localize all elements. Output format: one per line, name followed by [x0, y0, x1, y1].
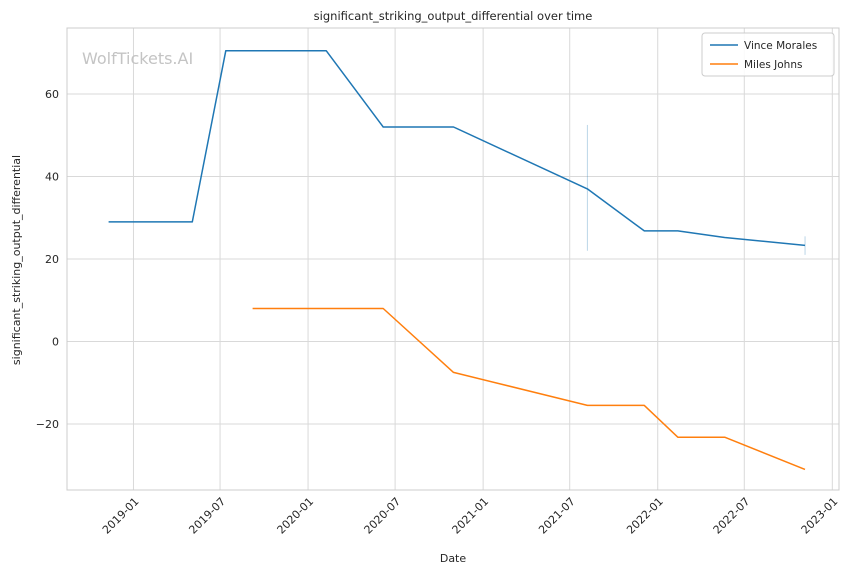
watermark-text: WolfTickets.AI [82, 49, 193, 68]
y-axis-ticks: −20 0 20 40 60 [36, 88, 59, 431]
x-tick-label: 2020-01 [274, 495, 316, 537]
x-tick-label: 2022-01 [624, 495, 666, 537]
y-tick-label: −20 [36, 418, 59, 431]
series-line-miles-johns [252, 307, 806, 471]
y-tick-label: 0 [52, 336, 59, 349]
x-axis-ticks: 2019-01 2019-07 2020-01 2020-07 2021-01 2021-… [100, 495, 841, 537]
legend-label-miles-johns: Miles Johns [744, 59, 802, 71]
x-tick-label: 2021-01 [450, 495, 492, 537]
y-tick-label: 60 [45, 88, 59, 101]
y-tick-label: 40 [45, 171, 59, 184]
series-lines [108, 49, 806, 471]
grid-lines [67, 28, 839, 490]
x-tick-label: 2019-07 [186, 495, 228, 537]
x-tick-label: 2021-07 [536, 495, 578, 537]
y-axis-label: significant_striking_output_differential [10, 155, 23, 365]
x-tick-label: 2023-01 [799, 495, 841, 537]
x-axis-label: Date [440, 552, 467, 565]
legend-label-vince-morales: Vince Morales [744, 40, 817, 52]
chart-title: significant_striking_output_differential… [314, 9, 593, 23]
series-line-vince-morales [108, 49, 806, 247]
x-tick-label: 2020-07 [362, 495, 404, 537]
plot-frame [66, 27, 840, 491]
x-tick-label: 2022-07 [711, 495, 753, 537]
y-tick-label: 20 [45, 253, 59, 266]
legend-box [701, 32, 835, 77]
x-tick-label: 2019-01 [100, 495, 142, 537]
legend: Vince Morales Miles Johns [701, 32, 835, 77]
